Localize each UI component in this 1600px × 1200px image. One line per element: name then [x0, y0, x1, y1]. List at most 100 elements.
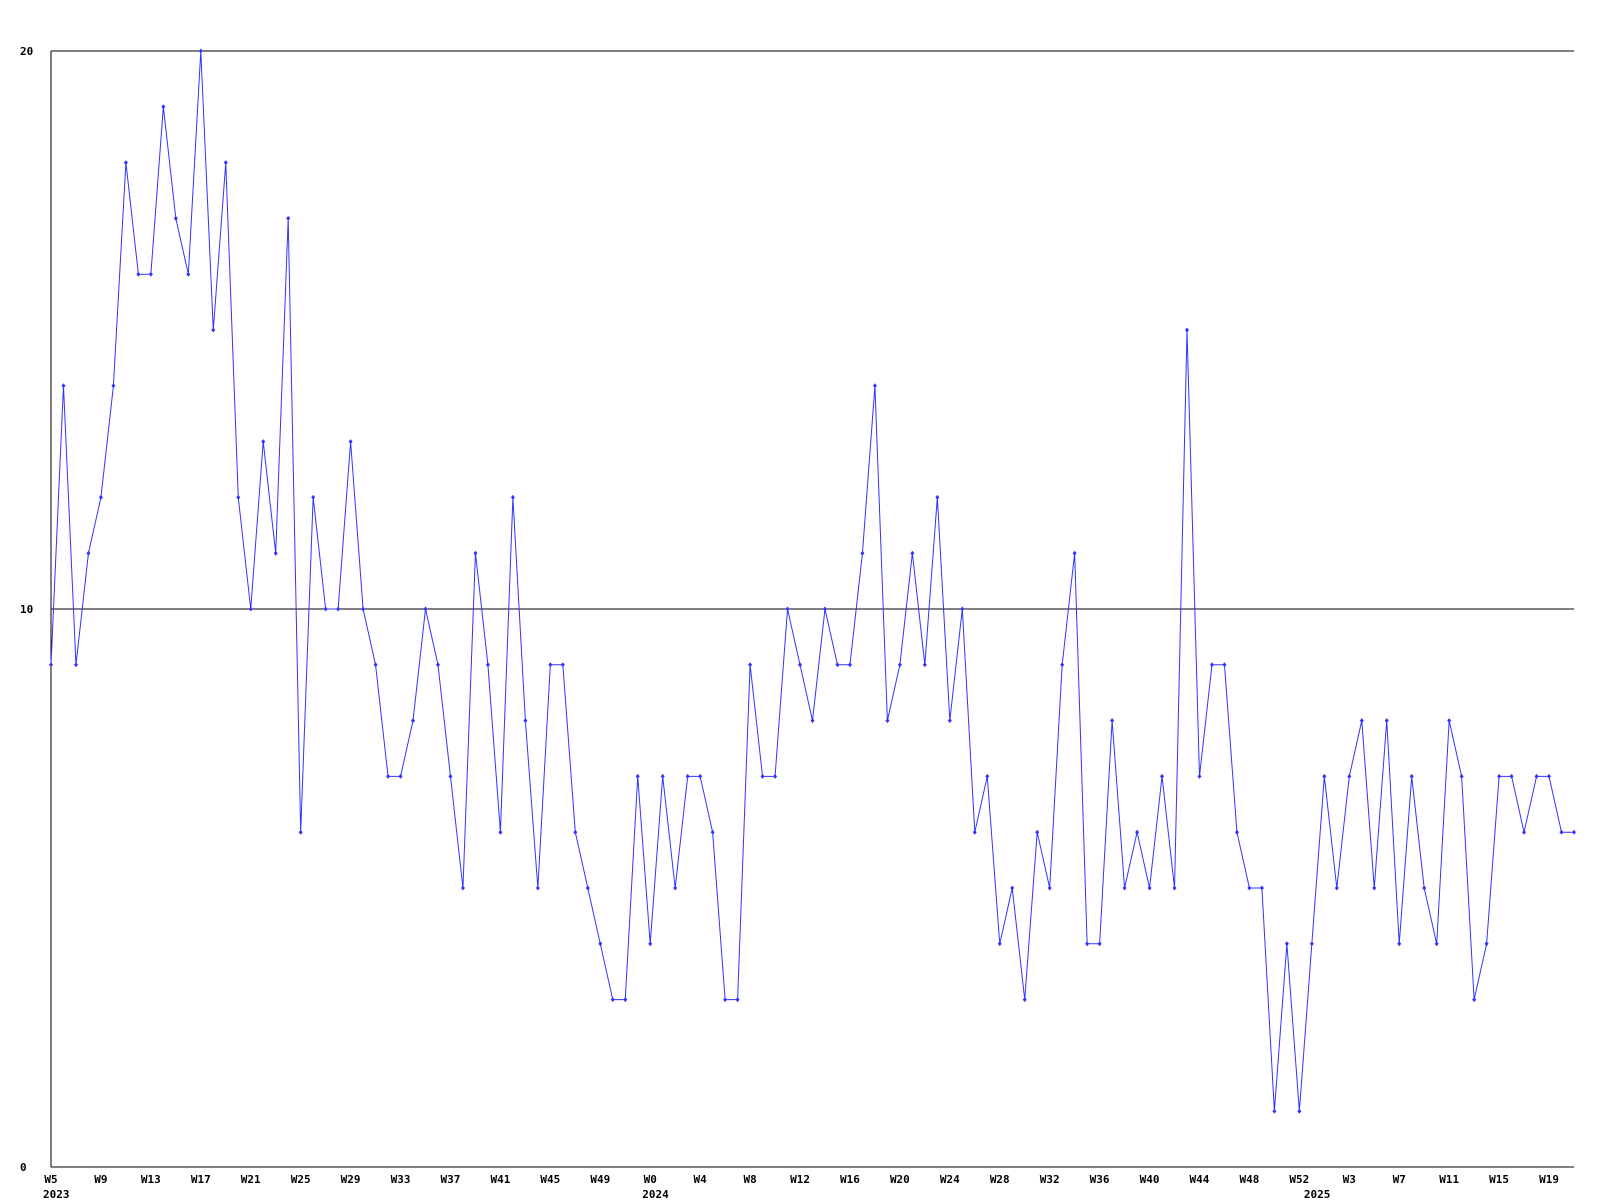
- data-point: [1322, 773, 1327, 779]
- x-tick-label: W12: [790, 1173, 810, 1186]
- data-point: [548, 662, 553, 668]
- data-point: [1110, 718, 1115, 724]
- y-tick-label: 0: [20, 1161, 27, 1174]
- data-point: [273, 550, 278, 556]
- data-point: [236, 494, 241, 500]
- data-point: [1397, 941, 1402, 947]
- data-point: [635, 773, 640, 779]
- data-point: [523, 718, 528, 724]
- x-tick-label: W15: [1489, 1173, 1509, 1186]
- data-point: [960, 606, 965, 612]
- data-point: [286, 215, 291, 221]
- data-point: [173, 215, 178, 221]
- data-point: [1247, 885, 1252, 891]
- x-tick-label: W36: [1090, 1173, 1110, 1186]
- data-point: [935, 494, 940, 500]
- data-point: [49, 662, 53, 668]
- data-point: [560, 662, 565, 668]
- data-point: [748, 662, 753, 668]
- data-point: [1497, 773, 1502, 779]
- data-point: [1035, 829, 1040, 835]
- data-point: [1447, 718, 1452, 724]
- data-point: [73, 662, 78, 668]
- data-point: [1422, 885, 1427, 891]
- data-point: [186, 271, 191, 277]
- x-tick-label: W40: [1140, 1173, 1160, 1186]
- data-point: [1197, 773, 1202, 779]
- y-tick-label: 20: [20, 45, 33, 58]
- data-point: [1522, 829, 1527, 835]
- year-label: 2025: [1304, 1188, 1331, 1200]
- data-point: [123, 160, 128, 166]
- data-point: [760, 773, 765, 779]
- data-point: [585, 885, 590, 891]
- x-tick-label: W8: [743, 1173, 756, 1186]
- x-tick-label: W24: [940, 1173, 960, 1186]
- data-point: [498, 829, 503, 835]
- data-point: [648, 941, 653, 947]
- data-point: [735, 997, 740, 1003]
- x-tick-label: W0: [644, 1173, 657, 1186]
- data-point: [1347, 773, 1352, 779]
- data-point: [985, 773, 990, 779]
- data-point: [61, 383, 66, 389]
- data-point: [673, 885, 678, 891]
- data-point: [311, 494, 316, 500]
- data-point: [922, 662, 927, 668]
- x-tick-label: W13: [141, 1173, 161, 1186]
- data-point: [1172, 885, 1177, 891]
- y-tick-label: 10: [20, 603, 33, 616]
- data-point: [660, 773, 665, 779]
- x-tick-label: W45: [540, 1173, 560, 1186]
- x-tick-label: W41: [490, 1173, 510, 1186]
- data-point: [1160, 773, 1165, 779]
- data-point: [148, 271, 153, 277]
- x-tick-label: W9: [94, 1173, 107, 1186]
- x-tick-label: W17: [191, 1173, 211, 1186]
- data-point: [1334, 885, 1339, 891]
- data-point: [460, 885, 465, 891]
- data-point: [386, 773, 391, 779]
- x-tick-label: W16: [840, 1173, 860, 1186]
- x-tick-label: W4: [694, 1173, 708, 1186]
- data-point: [336, 606, 341, 612]
- data-point: [947, 718, 952, 724]
- data-point: [1359, 718, 1364, 724]
- data-point: [1147, 885, 1152, 891]
- x-tick-label: W44: [1190, 1173, 1210, 1186]
- data-point: [1484, 941, 1489, 947]
- data-point: [785, 606, 790, 612]
- x-tick-label: W5: [44, 1173, 57, 1186]
- data-point: [1060, 662, 1065, 668]
- data-point: [1209, 662, 1214, 668]
- data-point: [610, 997, 615, 1003]
- data-point: [1022, 997, 1027, 1003]
- data-point: [972, 829, 977, 835]
- data-point: [698, 773, 703, 779]
- data-point: [348, 439, 353, 445]
- data-point: [261, 439, 266, 445]
- data-point: [1222, 662, 1227, 668]
- data-point: [1185, 327, 1190, 333]
- data-point: [773, 773, 778, 779]
- data-point: [1097, 941, 1102, 947]
- data-point: [885, 718, 890, 724]
- year-label: 2023: [43, 1188, 70, 1200]
- data-point: [535, 885, 540, 891]
- data-point: [1122, 885, 1127, 891]
- data-point: [1459, 773, 1464, 779]
- year-label: 2024: [642, 1188, 669, 1200]
- data-point: [1135, 829, 1140, 835]
- data-point: [798, 662, 803, 668]
- data-point: [411, 718, 416, 724]
- data-point: [398, 773, 403, 779]
- x-tick-label: W32: [1040, 1173, 1060, 1186]
- data-point: [710, 829, 715, 835]
- data-point: [86, 550, 91, 556]
- data-point: [1272, 1108, 1277, 1114]
- x-tick-label: W33: [391, 1173, 411, 1186]
- data-point: [361, 606, 366, 612]
- data-point: [1572, 829, 1576, 835]
- data-point: [1072, 550, 1077, 556]
